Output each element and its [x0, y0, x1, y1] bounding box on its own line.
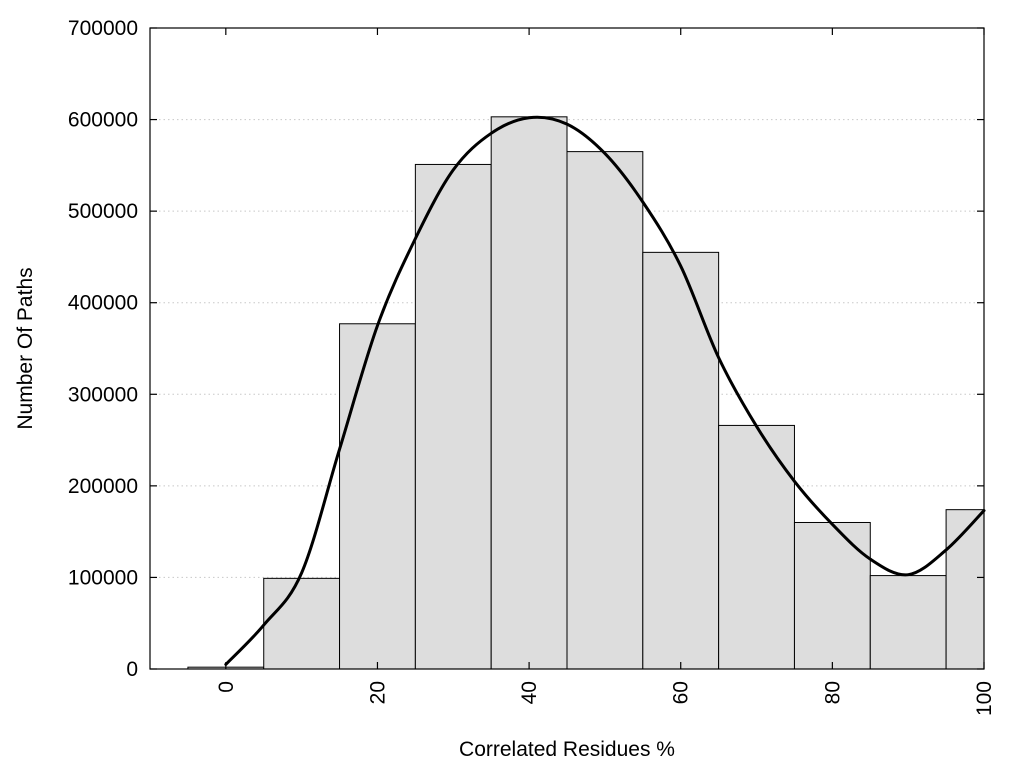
plot-frame	[149, 27, 985, 670]
histogram-bar	[566, 151, 644, 670]
bars	[187, 116, 985, 670]
x-tick-label: 100	[973, 681, 996, 716]
x-tick-label: 20	[366, 681, 389, 704]
histogram-bar	[263, 577, 341, 670]
density-curve-group	[224, 115, 986, 666]
density-curve	[224, 115, 986, 666]
histogram-bar	[339, 323, 416, 670]
x-axis-ticks: 0 20 40 60 80 100	[215, 28, 996, 716]
histogram-bar	[793, 521, 871, 670]
histogram-bar	[490, 116, 568, 670]
x-axis-label: Correlated Residues %	[459, 738, 675, 761]
histogram-bar	[642, 251, 720, 670]
y-axis-ticks: 0 100000 200000 300000 400000 500000 600000 700…	[68, 17, 984, 681]
y-tick-label: 500000	[68, 200, 138, 223]
histogram-bar	[869, 575, 947, 670]
y-tick-label: 100000	[68, 566, 138, 589]
y-tick-label: 300000	[68, 383, 138, 406]
histogram-bar	[945, 509, 985, 670]
y-tick-label: 0	[126, 658, 138, 681]
histogram-bar	[718, 424, 795, 670]
x-tick-label: 40	[518, 681, 541, 704]
y-tick-label: 400000	[68, 292, 138, 315]
y-tick-label: 600000	[68, 109, 138, 132]
y-axis-label: Number Of Paths	[14, 267, 37, 429]
x-tick-label: 60	[670, 681, 693, 704]
x-tick-label: 80	[821, 681, 844, 704]
y-tick-label: 700000	[68, 17, 138, 40]
x-tick-label: 0	[215, 681, 238, 693]
histogram-bar	[414, 163, 492, 670]
y-tick-label: 200000	[68, 475, 138, 498]
